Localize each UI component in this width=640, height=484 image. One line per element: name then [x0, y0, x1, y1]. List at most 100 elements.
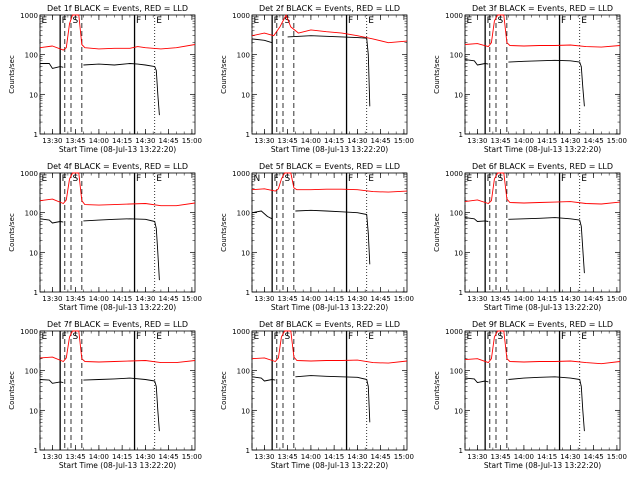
x-tick-label: 14:00: [89, 295, 109, 303]
y-tick-label: 100: [450, 52, 463, 60]
y-axis-label: Counts/sec: [220, 55, 228, 94]
y-axis-label: Counts/sec: [8, 213, 16, 252]
y-tick-label: 10: [241, 249, 250, 257]
y-tick-label: 1: [34, 289, 38, 297]
x-tick-label: 14:30: [135, 295, 155, 303]
x-tick-label: 15:00: [182, 453, 202, 461]
x-axis-label: Start Time (08-Jul-13 13:22:20): [271, 145, 388, 154]
x-tick-label: 13:45: [66, 137, 86, 145]
x-axis-label: Start Time (08-Jul-13 13:22:20): [59, 303, 176, 312]
x-tick-label: 14:00: [514, 295, 534, 303]
x-tick-label: 14:15: [537, 137, 557, 145]
events-series-line: [40, 63, 160, 116]
x-tick-label: 14:30: [347, 295, 367, 303]
x-tick-label: 15:00: [607, 137, 627, 145]
x-tick-label: 15:00: [394, 137, 414, 145]
event-marker-label: E: [368, 16, 374, 26]
x-tick-label: 13:30: [42, 137, 62, 145]
panel-title: Det 3f BLACK = Events, RED = LLD: [472, 4, 613, 13]
x-tick-label: 14:30: [560, 453, 580, 461]
lld-series-line: [251, 172, 408, 193]
x-tick-label: 13:30: [42, 295, 62, 303]
x-tick-label: 14:30: [135, 137, 155, 145]
y-tick-label: 10: [454, 91, 463, 99]
y-tick-label: 100: [25, 368, 38, 376]
events-series-line: [39, 377, 160, 432]
y-tick-label: 1000: [20, 170, 38, 178]
y-tick-label: 1000: [20, 328, 38, 336]
detector-panel-7: Det 7f BLACK = Events, RED = LLD 1 10 100 10…: [8, 320, 202, 470]
x-tick-label: 14:45: [159, 137, 179, 145]
event-marker-label: E: [156, 174, 162, 184]
panel-title: Det 8f BLACK = Events, RED = LLD: [259, 320, 400, 329]
panel-title: Det 2f BLACK = Events, RED = LLD: [259, 4, 400, 13]
x-axis-label: Start Time (08-Jul-13 13:22:20): [484, 145, 601, 154]
event-marker-label: F: [561, 332, 566, 342]
x-tick-label: 14:15: [112, 453, 132, 461]
y-tick-label: 100: [25, 210, 38, 218]
x-tick-label: 13:45: [66, 453, 86, 461]
y-tick-label: 1: [246, 289, 250, 297]
event-marker-label: E: [581, 174, 587, 184]
event-marker-label: F: [274, 174, 279, 184]
event-marker-label: E: [368, 332, 374, 342]
event-marker-label: S: [73, 174, 79, 184]
x-tick-label: 14:45: [371, 453, 391, 461]
y-tick-label: 1: [246, 447, 250, 455]
panel-title: Det 7f BLACK = Events, RED = LLD: [47, 320, 188, 329]
detector-panel-2: Det 2f BLACK = Events, RED = LLD 1 10 100 10…: [220, 4, 414, 154]
event-marker-label: E: [254, 332, 260, 342]
plot-frame: [464, 330, 621, 451]
x-tick-label: 14:30: [135, 453, 155, 461]
y-tick-label: 100: [450, 368, 463, 376]
x-tick-label: 14:15: [112, 137, 132, 145]
event-marker-label: S: [285, 16, 291, 26]
plot-frame: [251, 330, 408, 451]
event-marker-label: F: [487, 174, 492, 184]
x-tick-label: 15:00: [394, 295, 414, 303]
x-tick-label: 15:00: [182, 137, 202, 145]
y-tick-label: 10: [29, 249, 38, 257]
x-tick-label: 14:00: [514, 137, 534, 145]
x-tick-label: 13:45: [278, 453, 298, 461]
lld-series-line: [464, 172, 621, 205]
plot-frame: [39, 14, 196, 135]
event-marker-label: E: [42, 174, 48, 184]
x-tick-label: 14:45: [584, 137, 604, 145]
y-axis-label: Counts/sec: [8, 371, 16, 410]
x-tick-label: 13:30: [254, 295, 274, 303]
y-tick-label: 10: [454, 407, 463, 415]
panel-title: Det 1f BLACK = Events, RED = LLD: [47, 4, 188, 13]
event-marker-label: S: [285, 174, 291, 184]
x-tick-label: 13:45: [491, 453, 511, 461]
x-tick-label: 14:15: [324, 453, 344, 461]
y-tick-label: 100: [25, 52, 38, 60]
event-marker-label: S: [285, 332, 291, 342]
x-tick-label: 15:00: [607, 295, 627, 303]
x-tick-label: 14:45: [159, 295, 179, 303]
x-tick-label: 15:00: [182, 295, 202, 303]
events-series-line: [464, 217, 585, 274]
panel-title: Det 4f BLACK = Events, RED = LLD: [47, 162, 188, 171]
x-tick-label: 13:30: [467, 137, 487, 145]
event-marker-label: E: [42, 332, 48, 342]
x-tick-label: 13:45: [66, 295, 86, 303]
x-tick-label: 14:45: [371, 137, 391, 145]
event-marker-label: E: [254, 16, 260, 26]
y-axis-label: Counts/sec: [8, 55, 16, 94]
events-series-line: [39, 218, 160, 281]
event-marker-label: F: [348, 174, 353, 184]
event-marker-label: F: [136, 174, 141, 184]
x-axis-label: Start Time (08-Jul-13 13:22:20): [484, 303, 601, 312]
event-marker-label: E: [467, 16, 473, 26]
y-axis-label: Counts/sec: [220, 213, 228, 252]
x-tick-label: 14:15: [112, 295, 132, 303]
detector-panel-3: Det 3f BLACK = Events, RED = LLD 1 10 100 10…: [433, 4, 627, 154]
y-tick-label: 1: [246, 131, 250, 139]
detector-panel-5: Det 5f BLACK = Events, RED = LLD 1 10 100 10…: [220, 162, 414, 312]
x-axis-label: Start Time (08-Jul-13 13:22:20): [59, 461, 176, 470]
y-tick-label: 100: [237, 368, 250, 376]
y-tick-label: 100: [237, 210, 250, 218]
x-tick-label: 14:00: [89, 137, 109, 145]
